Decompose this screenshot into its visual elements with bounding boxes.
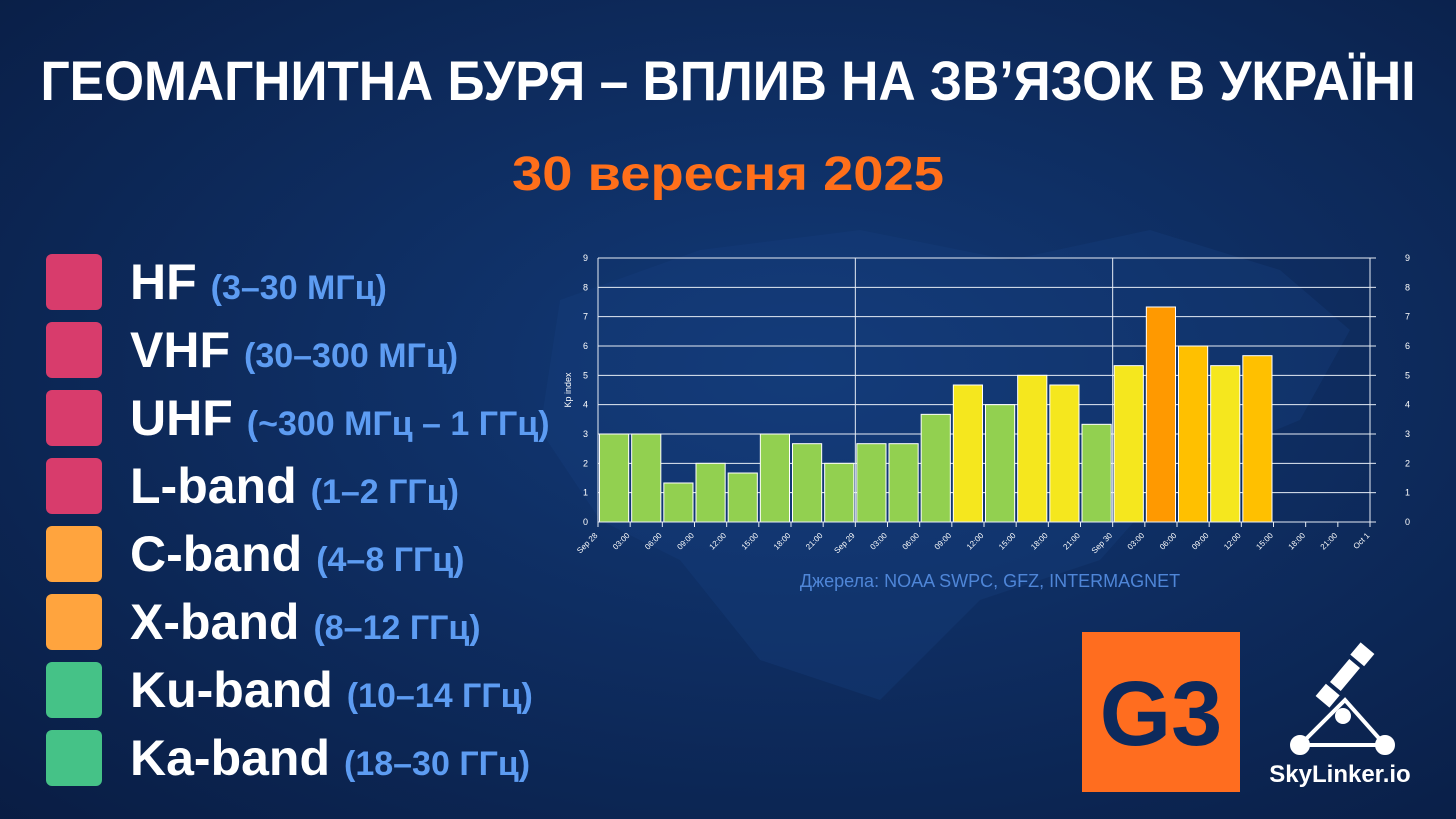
y2-tick-label: 6 [1405, 341, 1410, 351]
legend-swatch [46, 526, 102, 582]
bar [1017, 374, 1048, 523]
y-tick-label: 1 [583, 488, 588, 498]
legend-swatch [46, 322, 102, 378]
legend-range: (1–2 ГГц) [311, 473, 459, 511]
legend-label: Ka-band (18–30 ГГц) [130, 730, 530, 786]
brand: SkyLinker.io [1269, 761, 1410, 788]
legend-label: C-band (4–8 ГГц) [130, 526, 464, 582]
y-tick-label: 2 [583, 458, 588, 468]
legend-swatch [46, 390, 102, 446]
legend-label: L-band (1–2 ГГц) [130, 458, 459, 514]
y-tick-label: 9 [583, 253, 588, 263]
bar [888, 443, 919, 523]
legend-name: Ka-band [130, 730, 330, 786]
y2-tick-label: 3 [1405, 429, 1410, 439]
y2-tick-label: 2 [1405, 458, 1410, 468]
bar [727, 472, 758, 523]
source: Джерела: NOAA SWPC, GFZ, INTERMAGNET [800, 571, 1180, 591]
legend-name: UHF [130, 390, 233, 446]
bar [1145, 306, 1177, 523]
bar [792, 443, 823, 523]
legend-name: X-band [130, 594, 299, 650]
legend-label: HF (3–30 МГц) [130, 254, 387, 310]
bar [952, 384, 983, 523]
legend-name: Ku-band [130, 662, 333, 718]
legend-swatch [46, 594, 102, 650]
y-tick-label: 5 [583, 370, 588, 380]
legend-range: (30–300 МГц) [244, 337, 458, 375]
y-tick-label: 0 [583, 517, 588, 527]
bar [695, 462, 726, 523]
bar [1049, 384, 1080, 523]
legend-swatch [46, 730, 102, 786]
legend-label: VHF (30–300 МГц) [130, 322, 458, 378]
bar [985, 404, 1016, 523]
y-tick-label: 7 [583, 312, 588, 322]
y-tick-label: 6 [583, 341, 588, 351]
legend-swatch [46, 254, 102, 310]
bar [631, 433, 662, 523]
legend-range: (10–14 ГГц) [347, 677, 533, 715]
badge-box [1082, 632, 1240, 792]
legend-name: HF [130, 254, 197, 310]
bar [599, 433, 630, 523]
logo [1290, 642, 1395, 755]
y2-tick-label: 1 [1405, 488, 1410, 498]
legend-swatch [46, 458, 102, 514]
y2-tick-label: 9 [1405, 253, 1410, 263]
legend-range: (3–30 МГц) [211, 269, 387, 307]
y2-tick-label: 8 [1405, 282, 1410, 292]
bar [1210, 365, 1241, 523]
y-tick-label: 3 [583, 429, 588, 439]
badge: G3 [1100, 663, 1223, 765]
legend-name: VHF [130, 322, 230, 378]
bar [920, 413, 951, 523]
bar [1081, 423, 1112, 523]
y2-tick-label: 7 [1405, 312, 1410, 322]
y-tick-label: 8 [583, 282, 588, 292]
y2-tick-label: 4 [1405, 400, 1410, 410]
legend-name: C-band [130, 526, 302, 582]
bar [663, 482, 694, 523]
y2-tick-label: 0 [1405, 517, 1410, 527]
legend-range: (~300 МГц – 1 ГГц) [247, 405, 550, 443]
legend-range: (4–8 ГГц) [316, 541, 464, 579]
legend-label: Ku-band (10–14 ГГц) [130, 662, 533, 718]
title: ГЕОМАГНИТНА БУРЯ – ВПЛИВ НА ЗВ’ЯЗОК В УК… [41, 49, 1416, 112]
bar [1242, 355, 1273, 523]
y2-tick-label: 5 [1405, 370, 1410, 380]
legend-range: (18–30 ГГц) [344, 745, 530, 783]
legend-label: UHF (~300 МГц – 1 ГГц) [130, 390, 550, 446]
legend-name: L-band [130, 458, 297, 514]
y-tick-label: 4 [583, 400, 588, 410]
legend-range: (8–12 ГГц) [313, 609, 480, 647]
date: 30 вересня 2025 [512, 148, 944, 201]
bar [759, 433, 790, 523]
bar [1178, 345, 1209, 523]
legend-label: X-band (8–12 ГГц) [130, 594, 481, 650]
legend: HF (3–30 МГц) VHF (30–300 МГц) UHF (~300 МГц … [46, 254, 550, 786]
y-axis-label: Kp index [563, 372, 573, 408]
bar [1113, 365, 1144, 523]
legend-swatch [46, 662, 102, 718]
bar [824, 462, 855, 523]
bar [856, 443, 887, 523]
